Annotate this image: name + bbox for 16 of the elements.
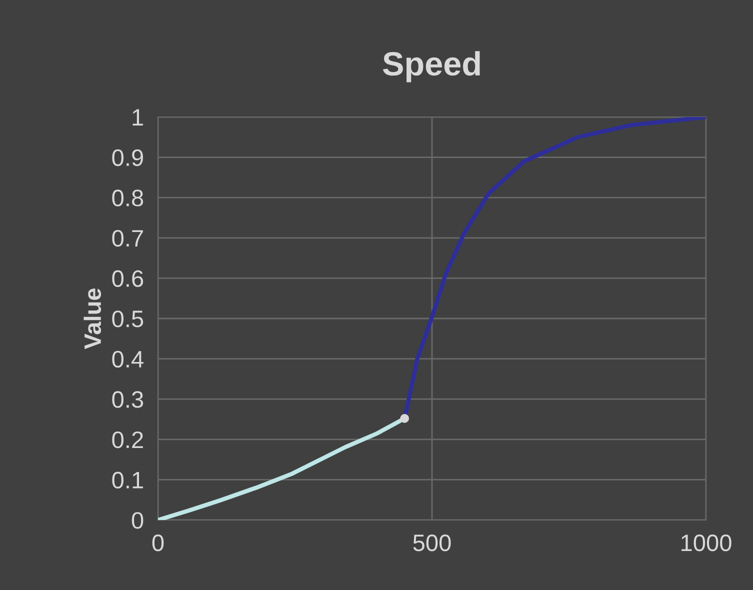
x-tick-label: 0 <box>152 534 164 552</box>
y-tick-label: 0.8 <box>112 190 144 206</box>
x-tick-label: 1000 <box>682 534 732 552</box>
x-tick-label: 500 <box>413 534 451 552</box>
y-tick-label: 0 <box>132 512 144 529</box>
y-tick-label: 0.1 <box>112 472 143 488</box>
y-tick-label: 0.3 <box>112 391 144 408</box>
y-tick-label: 0.4 <box>112 350 144 368</box>
y-tick-label: 1 <box>132 109 143 126</box>
y-tick-label: 0.2 <box>112 431 143 448</box>
y-tick-label: 0.5 <box>112 310 144 328</box>
y-tick-label: 0.7 <box>112 230 143 247</box>
y-tick-label: 0.6 <box>112 270 144 287</box>
y-tick-label: 0.9 <box>112 149 143 166</box>
chart-title: Speed <box>382 51 480 82</box>
y-axis-title: Value <box>84 288 102 350</box>
